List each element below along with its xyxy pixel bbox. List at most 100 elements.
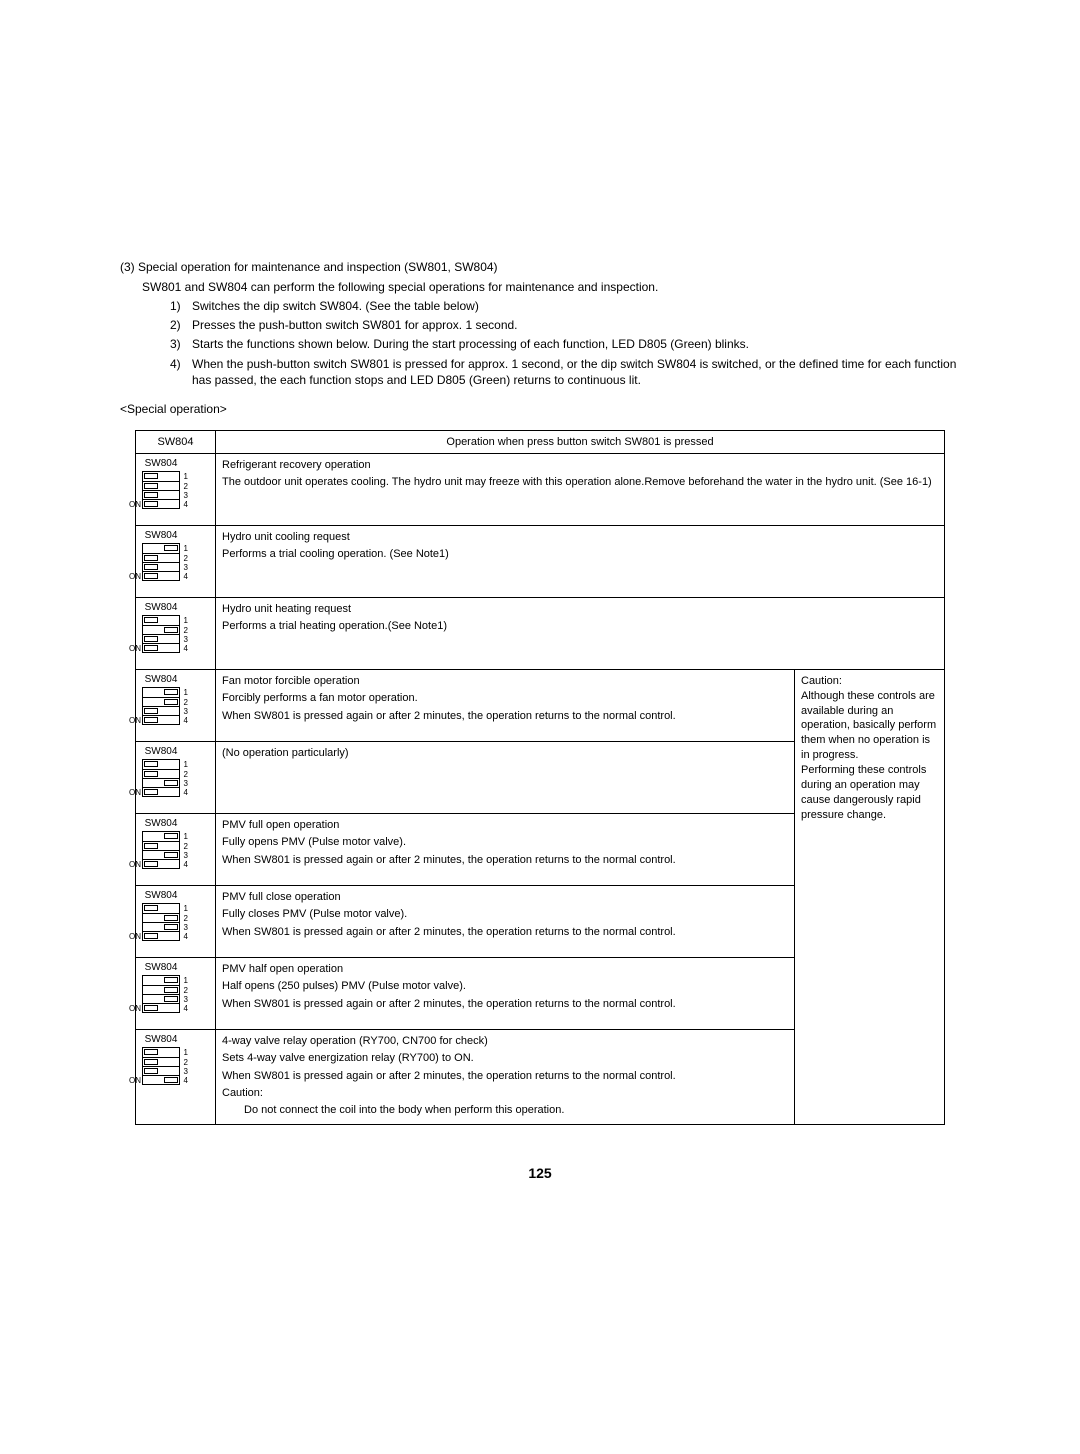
dip-row: 3 [143, 706, 179, 715]
dip-row: 1 [143, 904, 179, 913]
operation-desc: Fan motor forcible operation Forcibly per… [216, 669, 795, 741]
dip-switch: SW8041234ON [142, 818, 180, 869]
table-row: SW804 1234ON Refrigerant recovery operatio… [136, 453, 945, 525]
dip-row: 2 [143, 697, 179, 706]
dip-row: 1 [143, 616, 179, 625]
dip-box: 1234ON [142, 687, 180, 725]
dip-label: SW804 [142, 458, 180, 469]
caution-line: Performing these controls during an oper… [801, 763, 938, 822]
section-heading: (3) Special operation for maintenance an… [120, 260, 960, 274]
page-number: 125 [120, 1165, 960, 1181]
dip-box: 1234ON [142, 903, 180, 941]
operation-desc: PMV full close operation Fully closes PMV… [216, 885, 795, 957]
list-item: 2)Presses the push-button switch SW801 f… [170, 317, 960, 333]
operation-desc: Hydro unit cooling request Performs a tri… [216, 525, 945, 597]
dip-row: 1 [143, 1048, 179, 1057]
dip-box: 1234ON [142, 975, 180, 1013]
desc-line: (No operation particularly) [222, 746, 788, 760]
desc-line: Fan motor forcible operation [222, 674, 788, 688]
dip-cell: SW8041234ON [136, 669, 216, 741]
list-item-num: 3) [170, 336, 192, 352]
dip-box: 1234ON [142, 831, 180, 869]
dip-cell: SW804 1234ON [136, 885, 216, 957]
desc-line: PMV full close operation [222, 890, 788, 904]
desc-line: When SW801 is pressed again or after 2 m… [222, 853, 788, 867]
dip-row: 4ON [143, 715, 179, 724]
desc-line: Performs a trial cooling operation. (See… [222, 547, 938, 561]
desc-line: Do not connect the coil into the body wh… [244, 1103, 788, 1117]
dip-row: 3 [143, 634, 179, 643]
desc-line: Fully opens PMV (Pulse motor valve). [222, 835, 788, 849]
list-item: 4)When the push-button switch SW801 is p… [170, 356, 960, 388]
dip-label: SW804 [142, 602, 180, 613]
dip-row: 2 [143, 913, 179, 922]
desc-line: Forcibly performs a fan motor operation. [222, 691, 788, 705]
dip-switch: SW804 1234ON [142, 1034, 180, 1085]
dip-switch: SW8041234ON [142, 962, 180, 1013]
dip-cell: SW804 1234ON [136, 1029, 216, 1124]
list-item-num: 4) [170, 356, 192, 388]
list-item-text: Presses the push-button switch SW801 for… [192, 317, 960, 333]
dip-row: 3 [143, 922, 179, 931]
desc-line: When SW801 is pressed again or after 2 m… [222, 709, 788, 723]
dip-label: SW804 [142, 1034, 180, 1045]
dip-row: 2 [143, 841, 179, 850]
dip-row: 4ON [143, 571, 179, 580]
list-item: 1)Switches the dip switch SW804. (See th… [170, 298, 960, 314]
table-row: SW8041234ONFan motor forcible operationF… [136, 669, 945, 741]
dip-box: 1234ON [142, 759, 180, 797]
desc-line: Fully closes PMV (Pulse motor valve). [222, 907, 788, 921]
caution-line: Caution: [801, 674, 938, 689]
dip-row: 1 [143, 544, 179, 553]
dip-row: 4ON [143, 643, 179, 652]
list-item-text: When the push-button switch SW801 is pre… [192, 356, 960, 388]
dip-row: 2 [143, 625, 179, 634]
list-item: 3)Starts the functions shown below. Duri… [170, 336, 960, 352]
table-row: SW8041234ONHydro unit cooling requestPer… [136, 525, 945, 597]
dip-row: 3 [143, 490, 179, 499]
caution-line: Although these controls are available du… [801, 689, 938, 763]
dip-row: 2 [143, 1057, 179, 1066]
dip-row: 3 [143, 778, 179, 787]
desc-line: PMV full open operation [222, 818, 788, 832]
desc-line: Caution: [222, 1086, 788, 1100]
operation-desc: (No operation particularly) [216, 741, 795, 813]
dip-row: 4ON [143, 931, 179, 940]
dip-switch: SW804 1234ON [142, 602, 180, 653]
dip-switch: SW8041234ON [142, 530, 180, 581]
dip-row: 4ON [143, 499, 179, 508]
desc-line: When SW801 is pressed again or after 2 m… [222, 925, 788, 939]
dip-switch: SW804 1234ON [142, 746, 180, 797]
dip-row: 2 [143, 769, 179, 778]
dip-label: SW804 [142, 746, 180, 757]
dip-cell: SW8041234ON [136, 813, 216, 885]
dip-row: 2 [143, 553, 179, 562]
desc-line: 4-way valve relay operation (RY700, CN70… [222, 1034, 788, 1048]
dip-cell: SW8041234ON [136, 957, 216, 1029]
desc-line: When SW801 is pressed again or after 2 m… [222, 997, 788, 1011]
dip-cell: SW8041234ON [136, 525, 216, 597]
dip-switch: SW804 1234ON [142, 890, 180, 941]
dip-row: 3 [143, 850, 179, 859]
desc-line: Hydro unit cooling request [222, 530, 938, 544]
dip-row: 1 [143, 976, 179, 985]
list-item-num: 1) [170, 298, 192, 314]
dip-cell: SW804 1234ON [136, 741, 216, 813]
dip-box: 1234ON [142, 1047, 180, 1085]
operation-desc: Hydro unit heating requestPerforms a tri… [216, 597, 945, 669]
desc-line: Hydro unit heating request [222, 602, 938, 616]
list-item-num: 2) [170, 317, 192, 333]
desc-line: The outdoor unit operates cooling. The h… [222, 475, 938, 489]
dip-label: SW804 [142, 530, 180, 541]
dip-box: 1234ON [142, 471, 180, 509]
dip-label: SW804 [142, 890, 180, 901]
list-item-text: Switches the dip switch SW804. (See the … [192, 298, 960, 314]
special-operation-label: <Special operation> [120, 402, 960, 416]
list-item-text: Starts the functions shown below. During… [192, 336, 960, 352]
desc-line: Half opens (250 pulses) PMV (Pulse motor… [222, 979, 788, 993]
operation-desc: Refrigerant recovery operationThe outdoo… [216, 453, 945, 525]
desc-line: When SW801 is pressed again or after 2 m… [222, 1069, 788, 1083]
dip-cell: SW804 1234ON [136, 597, 216, 669]
operation-desc: 4-way valve relay operation (RY700, CN70… [216, 1029, 795, 1124]
operations-table: SW804 Operation when press button switch… [135, 430, 945, 1125]
